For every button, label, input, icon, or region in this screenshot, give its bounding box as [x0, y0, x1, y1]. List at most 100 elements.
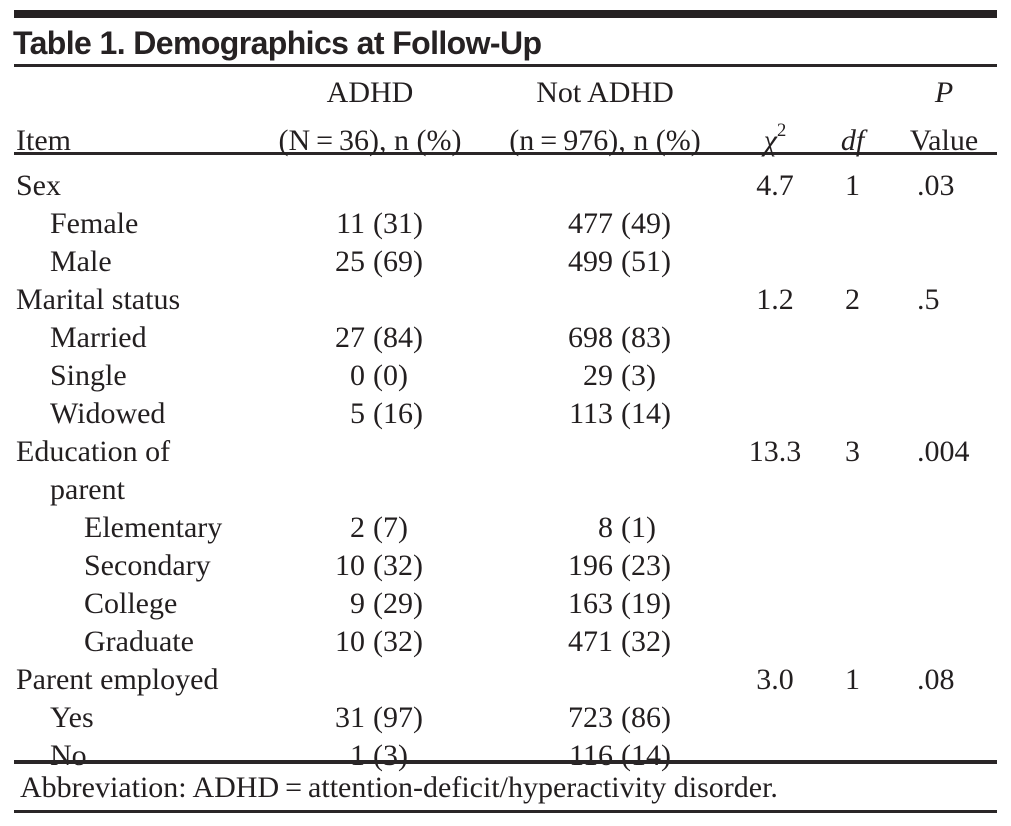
chi2-cell: [720, 623, 830, 661]
percent: (32): [621, 625, 671, 658]
header-spacer: [830, 68, 875, 112]
footnote-rule: [14, 760, 997, 764]
percent: (31): [373, 207, 423, 240]
notadhd-n-cell: 116 (14): [470, 737, 720, 775]
header-notadhd-sub: (n = 976), n (%): [509, 124, 701, 157]
row-label: Secondary: [84, 549, 211, 582]
header-p-sub: Value: [909, 124, 979, 157]
header-spacer: [720, 68, 830, 112]
percent: (49): [621, 207, 671, 240]
count: 113: [569, 397, 613, 430]
count: 116: [569, 739, 613, 772]
percent: (32): [373, 625, 423, 658]
percent: (3): [373, 739, 408, 772]
count: 31: [335, 701, 365, 734]
chi2-cell: [720, 547, 830, 585]
count: 499: [568, 245, 613, 278]
table-row: Widowed 5 (16) 113 (14): [14, 395, 997, 433]
df-cell: [830, 471, 875, 509]
adhd-n-cell: 31 (97): [270, 699, 470, 737]
count: 10: [335, 625, 365, 658]
row-label: No: [50, 739, 87, 772]
p-cell: [875, 509, 997, 547]
chi2-cell: [720, 509, 830, 547]
row-label: Married: [50, 321, 147, 354]
table-title: Table 1. Demographics at Follow-Up: [13, 25, 542, 61]
notadhd-n-cell: 29 (3): [470, 357, 720, 395]
p-cell: [875, 623, 997, 661]
adhd-n-cell: [270, 281, 470, 319]
df-cell: 2: [845, 283, 860, 316]
table-header: ADHD Not ADHD P Item (N = 36), n (%) (n …: [14, 68, 997, 167]
table-row: Graduate 10 (32) 471 (32): [14, 623, 997, 661]
percent: (32): [373, 549, 423, 582]
count: 29: [583, 359, 613, 392]
chi2-cell: [720, 585, 830, 623]
table-row: Education of 13.3 3 .004: [14, 433, 997, 471]
percent: (16): [373, 397, 423, 430]
chi2-cell: [720, 205, 830, 243]
table-row: Married 27 (84) 698 (83): [14, 319, 997, 357]
count: 2: [350, 511, 365, 544]
table-row: Female 11 (31) 477 (49): [14, 205, 997, 243]
adhd-n-cell: 11 (31): [270, 205, 470, 243]
header-rule: [14, 152, 997, 155]
row-label: Male: [50, 245, 112, 278]
row-label: Education of: [16, 435, 171, 468]
percent: (3): [621, 359, 656, 392]
percent: (14): [621, 739, 671, 772]
header-chi-squared: χ2: [720, 112, 830, 167]
table-row: Secondary 10 (32) 196 (23): [14, 547, 997, 585]
count: 9: [350, 587, 365, 620]
table-row: College 9 (29) 163 (19): [14, 585, 997, 623]
p-cell: [875, 395, 997, 433]
percent: (83): [621, 321, 671, 354]
count: 5: [350, 397, 365, 430]
percent: (23): [621, 549, 671, 582]
table-row: Sex 4.7 1 .03: [14, 167, 997, 205]
table-footnote: Abbreviation: ADHD = attention-deficit/h…: [20, 771, 778, 804]
row-label: Graduate: [84, 625, 194, 658]
df-cell: [830, 243, 875, 281]
adhd-n-cell: [270, 471, 470, 509]
adhd-n-cell: [270, 661, 470, 699]
adhd-n-cell: [270, 433, 470, 471]
df-cell: [830, 509, 875, 547]
header-spacer: [14, 68, 270, 112]
count: 0: [350, 359, 365, 392]
p-cell: .5: [917, 283, 940, 316]
top-bar-rule: [14, 10, 997, 18]
chi2-cell: 3.0: [756, 663, 794, 696]
p-cell: [875, 243, 997, 281]
chi2-cell: [720, 699, 830, 737]
row-label: Elementary: [84, 511, 223, 544]
header-p-group: P: [934, 76, 954, 109]
df-cell: [830, 623, 875, 661]
row-label: Sex: [16, 169, 61, 202]
chi2-cell: 1.2: [756, 283, 794, 316]
notadhd-n-cell: [470, 471, 720, 509]
adhd-n-cell: 10 (32): [270, 547, 470, 585]
p-cell: [875, 357, 997, 395]
percent: (0): [373, 359, 408, 392]
header-group-row: ADHD Not ADHD P: [14, 68, 997, 112]
percent: (84): [373, 321, 423, 354]
chi2-cell: 13.3: [748, 435, 802, 468]
percent: (14): [621, 397, 671, 430]
count: 163: [568, 587, 613, 620]
chi-exponent: 2: [776, 120, 787, 142]
chi2-cell: [720, 243, 830, 281]
count: 196: [568, 549, 613, 582]
table-row: Single 0 (0) 29 (3): [14, 357, 997, 395]
percent: (69): [373, 245, 423, 278]
p-cell: [875, 471, 997, 509]
table-row: Marital status 1.2 2 .5: [14, 281, 997, 319]
notadhd-n-cell: 698 (83): [470, 319, 720, 357]
header-df: df: [840, 124, 865, 157]
row-label: College: [84, 587, 178, 620]
table-row: No 1 (3) 116 (14): [14, 737, 997, 775]
row-label: Marital status: [16, 283, 181, 316]
df-cell: [830, 585, 875, 623]
adhd-n-cell: 0 (0): [270, 357, 470, 395]
